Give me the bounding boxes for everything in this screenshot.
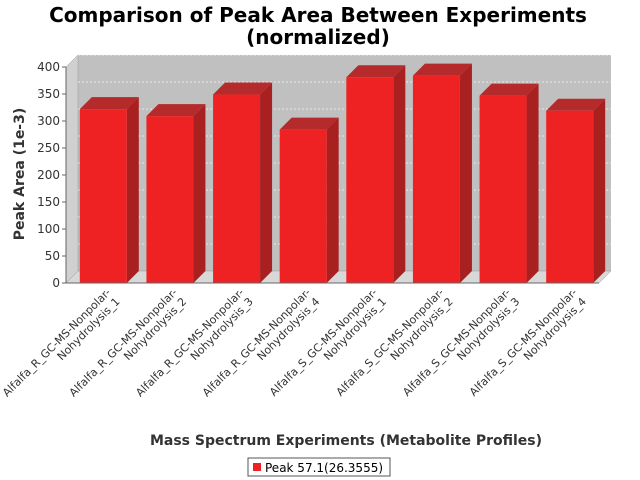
legend: Peak 57.1(26.3555) [247,457,391,477]
bar-top [279,117,339,130]
bar [346,65,406,283]
x-tick-label-line: Alfalfa_R_GC-MS-Nonpolar- [0,286,113,399]
bar-front [79,109,127,284]
y-tick-label: 350 [37,87,60,101]
bar-top [546,98,606,111]
bar-side [326,117,339,283]
y-tick-label: 100 [37,222,60,236]
bar-side [593,98,606,284]
bar-side [526,83,539,284]
bars [79,63,606,284]
bar [146,104,206,283]
bar [546,98,606,284]
bar-top [412,63,472,76]
y-tick-label: 250 [37,141,60,155]
x-axis-label: Mass Spectrum Experiments (Metabolite Pr… [150,433,542,449]
bar [79,97,139,284]
y-axis-label: Peak Area (1e-3) [12,108,28,241]
bar-front [279,129,327,283]
x-tick-label: Alfalfa_R_GC-MS-Nonpolar-Nohydrolysis_1 [0,286,123,409]
plot-left-wall [65,54,79,284]
y-axis: 0 50 100 150 200 250 300 350 400 [37,60,67,290]
y-tick-label: 50 [45,249,60,263]
legend-label: Peak 57.1(26.3555) [265,461,383,475]
legend-swatch [253,463,261,471]
bar-top [213,82,273,95]
bar-front [146,116,194,283]
bar-top [146,104,206,117]
bar-front [346,77,394,283]
bar-front [213,94,261,283]
x-axis: Alfalfa_R_GC-MS-Nonpolar-Nohydrolysis_1A… [0,282,599,409]
y-tick-label: 150 [37,195,60,209]
bar-side [260,82,273,283]
chart-title-line1: Comparison of Peak Area Between Experime… [49,3,587,27]
bar-side [126,97,139,284]
y-tick-label: 300 [37,114,60,128]
bar [479,83,539,284]
bar-front [412,75,460,283]
y-tick-label: 200 [37,168,60,182]
y-tick-label: 0 [52,276,60,290]
bar-top [479,83,539,96]
bar-side [193,104,206,283]
legend-box [247,457,391,477]
bar-side [393,65,406,283]
bar-front [479,95,527,284]
bar-side [459,63,472,283]
bar [279,117,339,283]
bar [412,63,472,283]
bar [213,82,273,283]
bar-front [546,110,594,284]
bar-top [79,97,139,110]
y-tick-label: 400 [37,60,60,74]
bar-top [346,65,406,78]
chart-title-line2: (normalized) [246,25,390,49]
